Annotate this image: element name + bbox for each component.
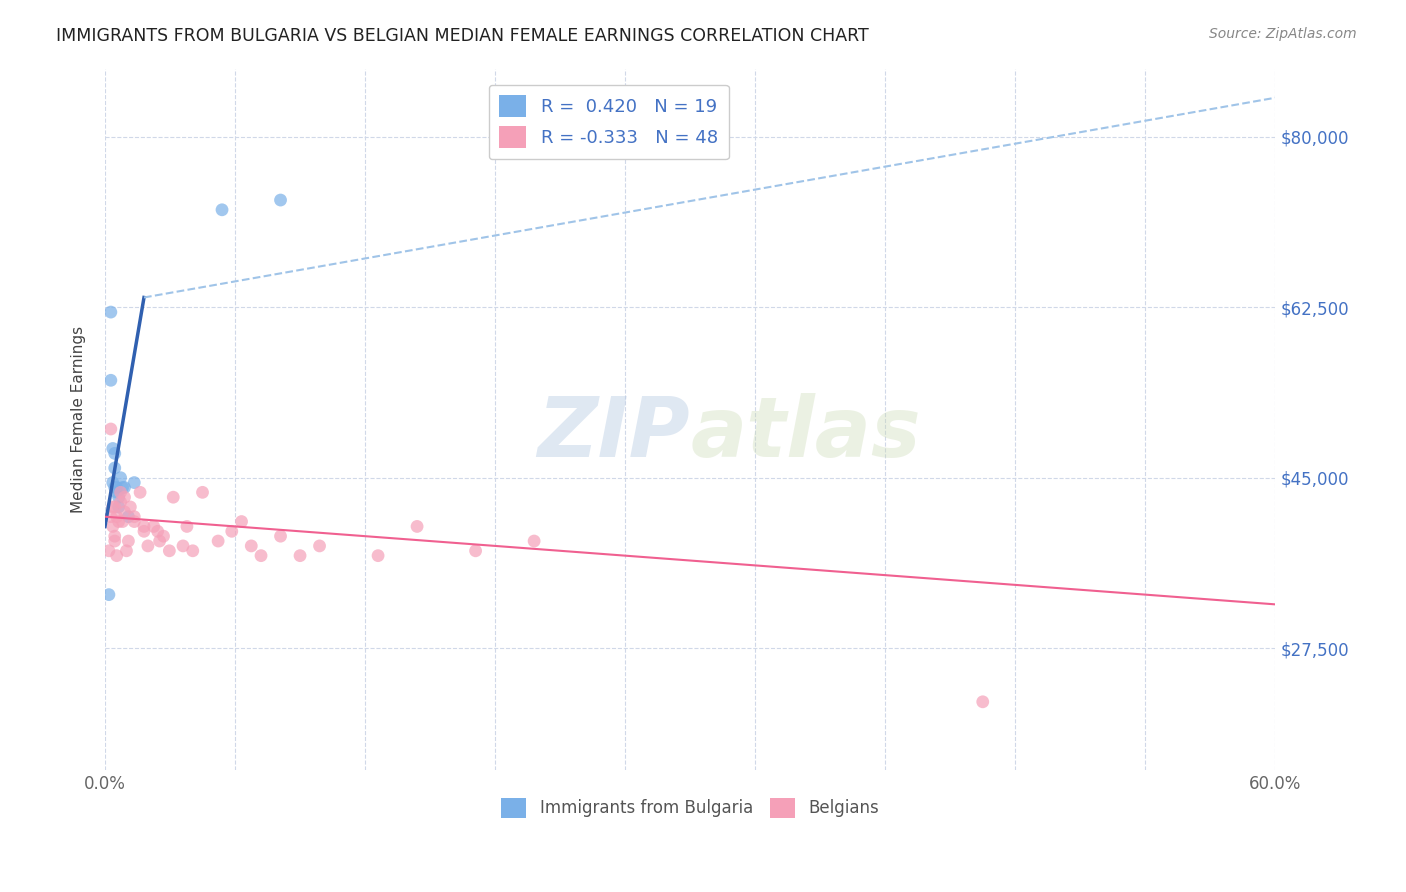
Point xyxy=(132,519,155,533)
Point xyxy=(308,539,330,553)
Point xyxy=(100,509,122,524)
Point xyxy=(104,500,127,514)
Point xyxy=(101,442,124,456)
Point xyxy=(114,505,136,519)
Point xyxy=(107,515,129,529)
Point xyxy=(250,549,273,563)
Point xyxy=(240,539,263,553)
Y-axis label: Median Female Earnings: Median Female Earnings xyxy=(72,326,86,513)
Point xyxy=(136,539,159,553)
Point xyxy=(105,509,128,524)
Point xyxy=(132,524,155,539)
Point xyxy=(122,515,145,529)
Point xyxy=(181,543,204,558)
Point xyxy=(367,549,389,563)
Point xyxy=(111,480,134,494)
Point xyxy=(104,480,127,494)
Point xyxy=(122,509,145,524)
Point xyxy=(110,485,132,500)
Point xyxy=(101,500,124,514)
Point xyxy=(157,543,180,558)
Point xyxy=(162,490,184,504)
Point xyxy=(111,515,134,529)
Point xyxy=(100,305,122,319)
Point xyxy=(464,543,486,558)
Point xyxy=(176,519,198,533)
Point xyxy=(110,495,132,509)
Point xyxy=(100,373,122,387)
Point xyxy=(117,534,139,549)
Point xyxy=(104,446,127,460)
Point xyxy=(211,202,233,217)
Point xyxy=(129,485,152,500)
Point xyxy=(270,193,292,207)
Point xyxy=(972,695,994,709)
Point xyxy=(105,485,128,500)
Point xyxy=(231,515,253,529)
Text: IMMIGRANTS FROM BULGARIA VS BELGIAN MEDIAN FEMALE EARNINGS CORRELATION CHART: IMMIGRANTS FROM BULGARIA VS BELGIAN MEDI… xyxy=(56,27,869,45)
Point xyxy=(110,471,132,485)
Text: Source: ZipAtlas.com: Source: ZipAtlas.com xyxy=(1209,27,1357,41)
Text: ZIP: ZIP xyxy=(537,392,690,474)
Point xyxy=(104,529,127,543)
Point xyxy=(114,490,136,504)
Point xyxy=(105,480,128,494)
Point xyxy=(221,524,243,539)
Point xyxy=(100,422,122,436)
Point xyxy=(122,475,145,490)
Point xyxy=(191,485,214,500)
Point xyxy=(152,529,174,543)
Point xyxy=(142,519,165,533)
Point xyxy=(104,461,127,475)
Point xyxy=(117,509,139,524)
Text: atlas: atlas xyxy=(690,392,921,474)
Legend: Immigrants from Bulgaria, Belgians: Immigrants from Bulgaria, Belgians xyxy=(495,791,886,825)
Point xyxy=(120,500,142,514)
Point xyxy=(172,539,194,553)
Point xyxy=(523,534,546,549)
Point xyxy=(146,524,169,539)
Point xyxy=(101,475,124,490)
Point xyxy=(107,490,129,504)
Point xyxy=(107,500,129,514)
Point xyxy=(115,543,138,558)
Point xyxy=(406,519,429,533)
Point xyxy=(104,534,127,549)
Point xyxy=(114,480,136,494)
Point xyxy=(105,549,128,563)
Point xyxy=(149,534,172,549)
Point xyxy=(207,534,229,549)
Point xyxy=(97,588,120,602)
Point xyxy=(101,519,124,533)
Point xyxy=(270,529,292,543)
Point xyxy=(97,543,120,558)
Point xyxy=(288,549,311,563)
